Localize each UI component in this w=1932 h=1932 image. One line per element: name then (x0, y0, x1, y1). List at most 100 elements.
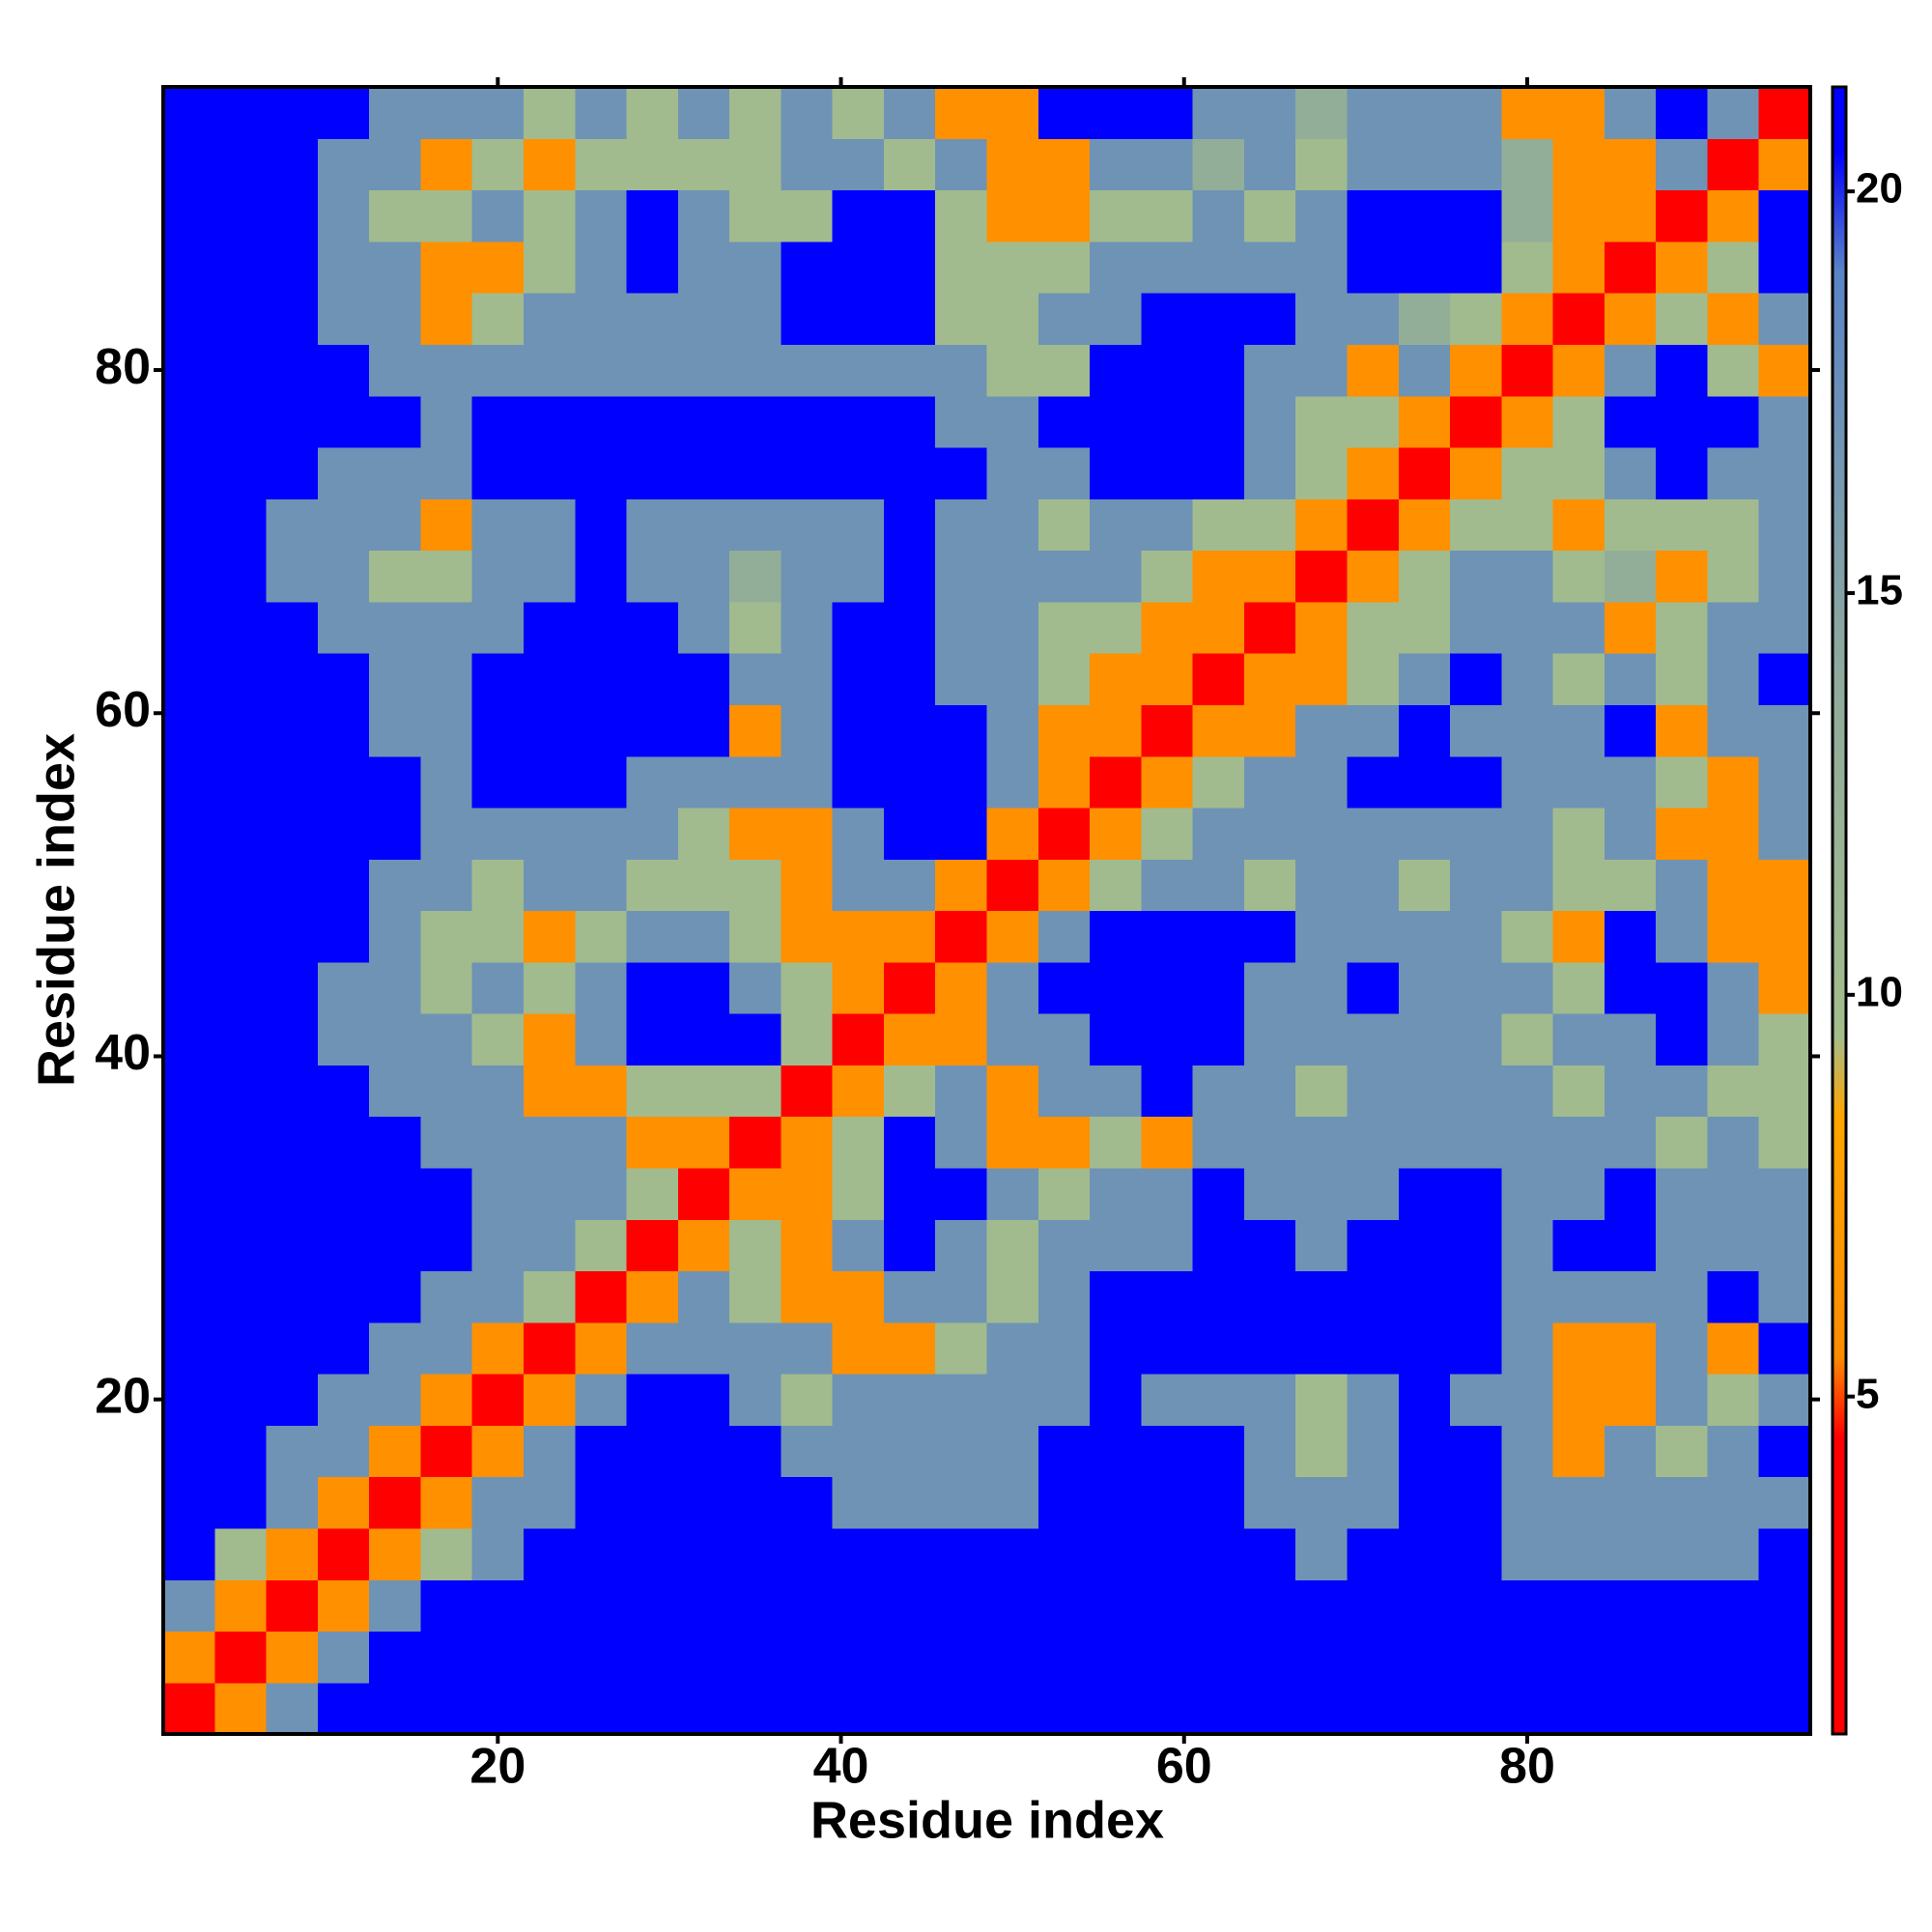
heatmap-cell (1295, 241, 1349, 294)
heatmap-cell (471, 807, 525, 860)
heatmap-cell (832, 395, 885, 448)
heatmap-cell (1141, 1065, 1194, 1118)
heatmap-cell (1758, 1321, 1811, 1375)
heatmap-cell (1501, 1527, 1554, 1580)
y-tick-label: 20 (95, 1368, 151, 1424)
heatmap-cell (1552, 653, 1605, 705)
heatmap-cell (317, 1270, 370, 1323)
heatmap-cell (214, 1116, 268, 1169)
heatmap-cell (420, 807, 473, 860)
heatmap-cell (575, 241, 628, 294)
heatmap-cell (986, 1579, 1039, 1633)
heatmap-cell (523, 910, 576, 963)
heatmap-cell (575, 550, 628, 603)
heatmap-cell (729, 446, 781, 499)
heatmap-cell (1090, 961, 1142, 1014)
heatmap-cell (1295, 1321, 1349, 1375)
heatmap-cell (1398, 344, 1451, 397)
heatmap-cell (1604, 1476, 1657, 1529)
heatmap-cell (1090, 1682, 1142, 1735)
heatmap-cell (266, 189, 319, 242)
heatmap-cell (575, 395, 628, 448)
heatmap-cell (883, 1425, 936, 1478)
heatmap-cell (832, 1116, 885, 1169)
heatmap-cell (575, 1476, 628, 1529)
heatmap-cell (317, 87, 370, 139)
heatmap-cell (1552, 601, 1605, 654)
heatmap-cell (1450, 498, 1502, 552)
heatmap-cell (369, 1425, 422, 1478)
heatmap-cell (729, 1425, 781, 1478)
heatmap-cell (471, 1321, 525, 1375)
heatmap-cell (1141, 550, 1194, 603)
heatmap-cell (883, 859, 936, 912)
heatmap-cell (369, 241, 422, 294)
heatmap-cell (935, 653, 988, 705)
heatmap-cell (1604, 550, 1657, 603)
heatmap-cell (214, 87, 268, 139)
heatmap-cell (935, 601, 988, 654)
heatmap-cell (1295, 395, 1349, 448)
heatmap-cell (471, 704, 525, 757)
heatmap-cell (832, 1270, 885, 1323)
heatmap-cell (471, 1167, 525, 1220)
heatmap-cell (523, 859, 576, 912)
heatmap-cell (1192, 653, 1245, 705)
heatmap-cell (626, 961, 679, 1014)
heatmap-cell (1347, 138, 1400, 191)
heatmap-cell (1656, 446, 1709, 499)
heatmap-cell (214, 1013, 268, 1065)
heatmap-cell (163, 910, 215, 963)
heatmap-cell (575, 1065, 628, 1118)
heatmap-cell (1243, 87, 1296, 139)
heatmap-cell (317, 1579, 370, 1633)
heatmap-cell (1501, 138, 1554, 191)
heatmap-cell (781, 1065, 834, 1118)
heatmap-cell (1243, 1682, 1296, 1735)
heatmap-cell (523, 395, 576, 448)
heatmap-cell (471, 1527, 525, 1580)
heatmap-cell (266, 241, 319, 294)
heatmap-cell (1192, 807, 1245, 860)
heatmap-cell (369, 293, 422, 346)
heatmap-cell (1552, 395, 1605, 448)
heatmap-cell (1552, 859, 1605, 912)
heatmap-cell (317, 241, 370, 294)
heatmap-cell (214, 961, 268, 1014)
heatmap-cell (317, 1631, 370, 1684)
heatmap-cell (369, 87, 422, 139)
heatmap-cell (369, 189, 422, 242)
heatmap-cell (729, 653, 781, 705)
heatmap-cell (1501, 910, 1554, 963)
heatmap-cell (369, 704, 422, 757)
heatmap-cell (1192, 1270, 1245, 1323)
heatmap-cell (1450, 189, 1502, 242)
heatmap-cell (1604, 1579, 1657, 1633)
heatmap-cell (1450, 87, 1502, 139)
heatmap-cell (986, 1219, 1039, 1272)
heatmap-cell (163, 601, 215, 654)
heatmap-cell (1450, 1116, 1502, 1169)
heatmap-cell (369, 1527, 422, 1580)
heatmap-cell (266, 1579, 319, 1633)
heatmap-cell (781, 1116, 834, 1169)
heatmap-cell (729, 1270, 781, 1323)
heatmap-cell (1656, 189, 1709, 242)
heatmap-cell (626, 1219, 679, 1272)
heatmap-cell (781, 910, 834, 963)
heatmap-cell (832, 1167, 885, 1220)
heatmap-cell (1501, 1219, 1554, 1272)
heatmap-cell (523, 446, 576, 499)
heatmap-cell (1604, 1321, 1657, 1375)
heatmap-cell (1192, 1116, 1245, 1169)
colorbar-tick-label: 20 (1856, 165, 1903, 213)
heatmap-cell (1243, 1321, 1296, 1375)
heatmap-cell (214, 138, 268, 191)
heatmap-cell (163, 1579, 215, 1633)
heatmap-cell (883, 446, 936, 499)
heatmap-cell (1243, 1527, 1296, 1580)
heatmap-cell (369, 601, 422, 654)
heatmap-cell (986, 601, 1039, 654)
heatmap-cell (883, 1631, 936, 1684)
heatmap-cell (1656, 1682, 1709, 1735)
